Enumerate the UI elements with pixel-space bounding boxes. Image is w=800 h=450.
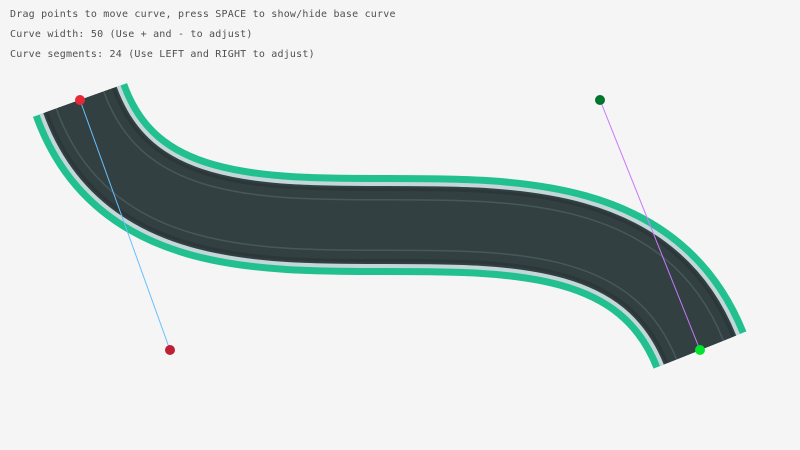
instruction-drag: Drag points to move curve, press SPACE t… — [10, 9, 396, 20]
instruction-segments: Curve segments: 24 (Use LEFT and RIGHT t… — [10, 49, 315, 60]
end-point-handle[interactable] — [695, 345, 705, 355]
end-tangent-line — [599, 99, 701, 351]
start-point-handle[interactable] — [75, 95, 85, 105]
start-tangent-line — [79, 99, 171, 351]
road-center — [56, 91, 723, 360]
end-tangent-handle[interactable] — [595, 95, 605, 105]
start-tangent-handle[interactable] — [165, 345, 175, 355]
instruction-width: Curve width: 50 (Use + and - to adjust) — [10, 29, 253, 40]
